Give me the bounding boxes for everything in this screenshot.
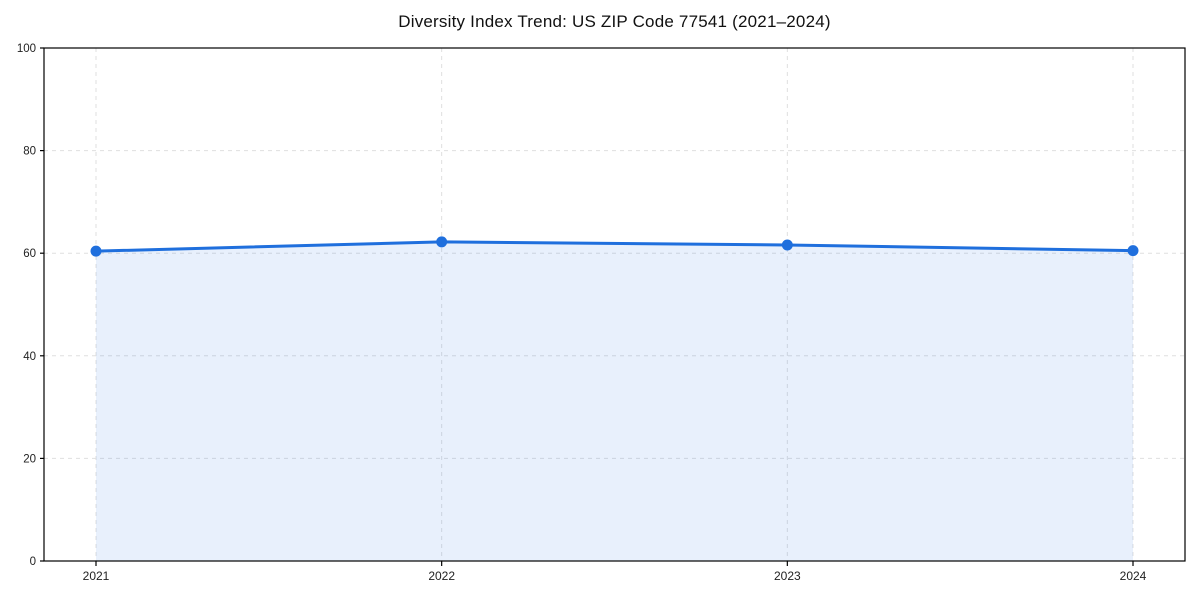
- y-tick-label: 20: [23, 453, 36, 465]
- y-tick-label: 40: [23, 351, 36, 363]
- data-point-marker: [1127, 245, 1139, 257]
- trend-line: [94, 240, 1135, 253]
- y-tick-label: 80: [23, 146, 36, 158]
- chart-title: Diversity Index Trend: US ZIP Code 77541…: [398, 12, 831, 31]
- axis-frame: [43, 47, 1186, 562]
- area-fill: [96, 241, 1133, 561]
- y-tick-label: 60: [23, 248, 36, 260]
- x-tick-label: 2024: [1120, 569, 1147, 583]
- data-point-marker: [90, 245, 102, 257]
- y-tick-label: 0: [30, 556, 36, 568]
- data-point-marker: [436, 236, 448, 248]
- x-tick-label: 2023: [774, 569, 801, 583]
- x-tick-label: 2022: [428, 569, 455, 583]
- x-tick-label: 2021: [83, 569, 110, 583]
- data-point-marker: [781, 239, 793, 251]
- y-tick-label: 100: [17, 43, 36, 55]
